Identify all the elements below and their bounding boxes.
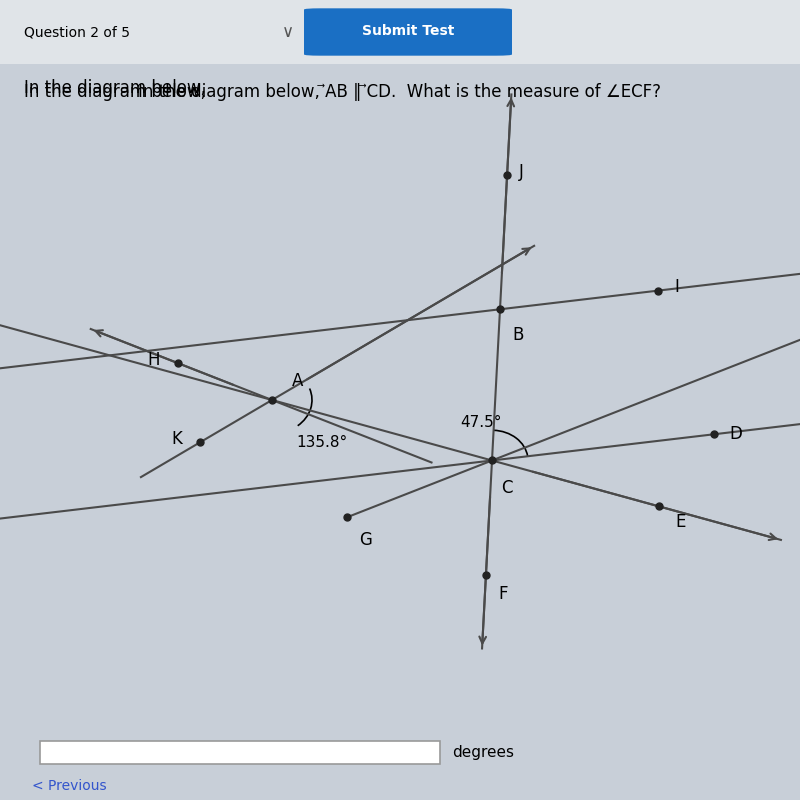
Text: In the diagram below,: In the diagram below,: [24, 79, 211, 98]
Text: ∨: ∨: [282, 23, 294, 41]
FancyBboxPatch shape: [304, 8, 512, 56]
Text: In the diagram below,: In the diagram below,: [24, 83, 211, 101]
Text: degrees: degrees: [452, 745, 514, 760]
Text: < Previous: < Previous: [32, 778, 106, 793]
Text: 47.5°: 47.5°: [460, 415, 502, 430]
Text: I: I: [674, 278, 679, 296]
Text: E: E: [675, 513, 686, 531]
Text: Question 2 of 5: Question 2 of 5: [24, 25, 130, 39]
Text: 135.8°: 135.8°: [296, 435, 347, 450]
Text: K: K: [171, 430, 182, 448]
Text: H: H: [148, 350, 160, 369]
Text: D: D: [730, 426, 742, 443]
Text: F: F: [498, 585, 507, 602]
Text: A: A: [292, 372, 303, 390]
Text: J: J: [519, 162, 524, 181]
Text: G: G: [359, 530, 372, 549]
Text: Submit Test: Submit Test: [362, 24, 454, 38]
FancyBboxPatch shape: [40, 741, 440, 764]
Text: C: C: [502, 479, 513, 498]
Text: In the diagram below, ⃗AB ‖ ⃗CD.  What is the measure of ∠ECF?: In the diagram below, ⃗AB ‖ ⃗CD. What is…: [138, 83, 662, 101]
Text: B: B: [512, 326, 523, 344]
